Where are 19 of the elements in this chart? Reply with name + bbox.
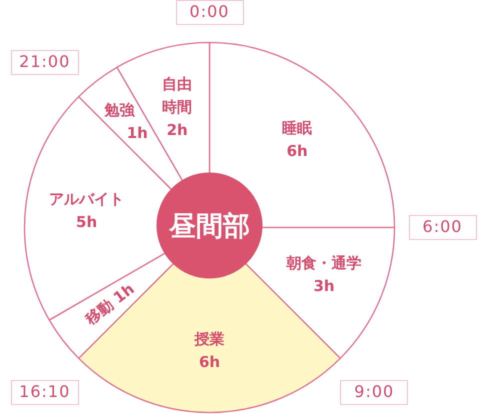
text: 昼間部 [169, 210, 250, 244]
data-label: 2h [166, 120, 189, 142]
slice-label: 朝食・通学 [286, 252, 362, 274]
text: 9:00 [340, 380, 408, 405]
slice-label: 自由時間 [161, 74, 193, 118]
data-label: 1h [126, 122, 148, 144]
text: 6:00 [408, 215, 476, 240]
slice-label: 睡眠 [282, 118, 312, 139]
data-label: 6h [286, 140, 309, 162]
slice-label: アルバイト [49, 189, 124, 210]
text: 21:00 [10, 50, 79, 76]
text: 16:10 [10, 380, 79, 405]
data-label: 3h [312, 276, 336, 297]
slice-label: 勉強 [104, 100, 135, 121]
text: 0:00 [176, 0, 244, 25]
slice-label: 移動 [82, 295, 116, 328]
data-label: 5h [75, 212, 98, 234]
slice-label: 授業 [194, 329, 224, 350]
data-label: 6h [198, 352, 222, 374]
